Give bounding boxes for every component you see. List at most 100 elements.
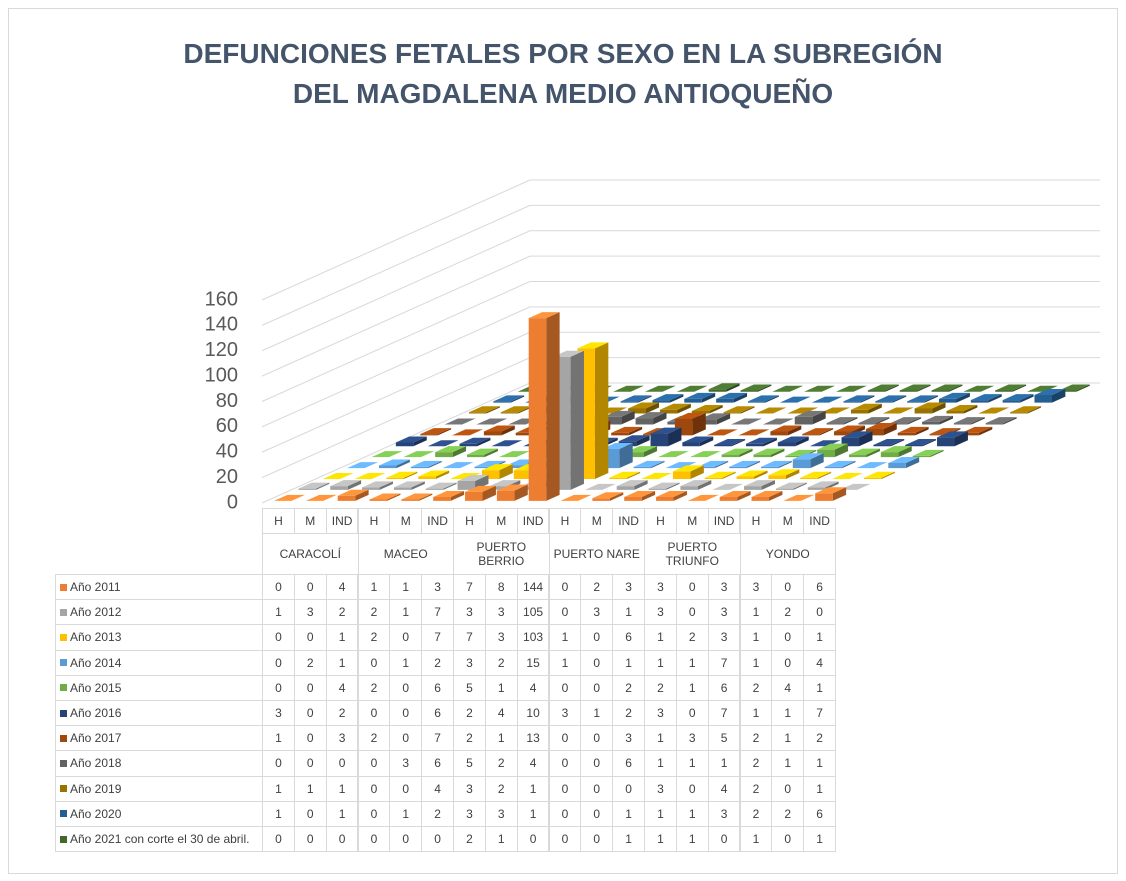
bar	[1034, 389, 1066, 403]
chart-title: DEFUNCIONES FETALES POR SEXO EN LA SUBRE…	[183, 38, 943, 109]
bar-top	[839, 483, 871, 490]
legend-swatch	[60, 759, 67, 767]
bar-side	[859, 431, 873, 447]
legend-entry: Año 2013	[55, 624, 263, 651]
bar-top	[800, 471, 832, 478]
bar-top	[946, 405, 978, 412]
group-label: PUERTO BERRIO	[453, 533, 550, 575]
bar-top	[931, 384, 963, 391]
table-value: 1	[325, 649, 359, 676]
bar-front	[435, 452, 453, 458]
bar	[839, 483, 871, 490]
table-value: 0	[357, 826, 391, 853]
bar-side	[885, 384, 899, 392]
bar-side	[860, 395, 875, 403]
bar-top	[929, 428, 961, 435]
table-value: 3	[293, 599, 327, 626]
table-value: 1	[644, 800, 677, 827]
table-value: 0	[262, 826, 295, 853]
bar	[794, 410, 826, 425]
bar	[970, 394, 1002, 403]
bar	[858, 417, 890, 425]
table-value: 3	[644, 775, 677, 802]
table-value: 0	[357, 649, 391, 676]
bar	[760, 460, 792, 469]
bar-top	[850, 403, 882, 410]
table-value: 2	[739, 800, 773, 827]
bar-top	[953, 417, 985, 424]
bar-front	[459, 443, 478, 447]
bar-top	[498, 451, 530, 458]
bar	[689, 451, 721, 458]
bar-side	[452, 446, 467, 458]
bar	[708, 383, 740, 392]
table-value: 3	[707, 624, 741, 651]
table-value: 1	[803, 826, 836, 853]
bar-front	[298, 488, 316, 490]
bar	[744, 480, 775, 490]
table-value: 0	[675, 574, 709, 601]
bar	[337, 489, 369, 501]
bar	[393, 481, 425, 490]
bar-top	[403, 451, 435, 458]
bar-front	[433, 497, 451, 501]
bar-front	[633, 466, 652, 469]
bar-top	[731, 418, 762, 425]
table-value: 1	[389, 599, 423, 626]
x-tick-label: H	[644, 508, 677, 534]
bar-top	[888, 457, 920, 464]
table-value: 10	[516, 700, 550, 727]
bar-top	[697, 460, 729, 467]
legend-entry: Año 2021 con corte el 30 de abril.	[55, 826, 263, 853]
bar-front	[768, 475, 786, 479]
bar-front	[457, 481, 476, 490]
table-value: 2	[803, 725, 836, 752]
bar-top	[684, 392, 716, 399]
bar-side	[832, 487, 847, 501]
x-tick-label: M	[771, 508, 805, 534]
bar	[672, 465, 704, 479]
table-value: 0	[548, 775, 582, 802]
bar-side	[626, 471, 641, 479]
bar-side	[443, 482, 457, 490]
bar	[963, 385, 995, 392]
bar	[747, 395, 779, 403]
bar-side	[690, 465, 704, 479]
bar-top	[770, 425, 802, 432]
bar-side	[810, 453, 824, 469]
bar-top	[867, 384, 899, 391]
table-value: 0	[771, 649, 805, 676]
bar-top	[890, 417, 922, 424]
bar	[347, 462, 379, 469]
table-value: 1	[293, 775, 327, 802]
legend-label: Año 2018	[70, 756, 122, 771]
bar-front	[401, 499, 419, 501]
group-label: MACEO	[357, 533, 454, 575]
bar-side	[834, 443, 849, 458]
bar-front	[716, 398, 734, 403]
bar-front	[905, 445, 923, 447]
bar-top	[496, 484, 528, 491]
table-value: 2	[453, 700, 486, 727]
bar-top	[899, 384, 931, 391]
bar-top	[865, 423, 897, 430]
bar-top	[354, 473, 386, 479]
bar	[322, 473, 354, 479]
table-value: 2	[357, 599, 391, 626]
bar	[420, 428, 452, 436]
bar	[435, 446, 467, 458]
bar-front	[760, 466, 779, 469]
bar	[779, 396, 811, 403]
bar-front	[792, 459, 811, 469]
y-tick-label: 100	[205, 364, 238, 386]
bar-top	[783, 494, 815, 501]
bar-top	[912, 449, 944, 456]
bar-top	[427, 440, 459, 447]
bar-top	[880, 446, 912, 453]
grid-line	[261, 281, 531, 402]
legend-swatch	[60, 659, 67, 667]
x-tick-label: M	[675, 508, 709, 534]
bar	[809, 440, 841, 447]
table-value: 0	[293, 674, 327, 701]
bar	[620, 395, 652, 403]
